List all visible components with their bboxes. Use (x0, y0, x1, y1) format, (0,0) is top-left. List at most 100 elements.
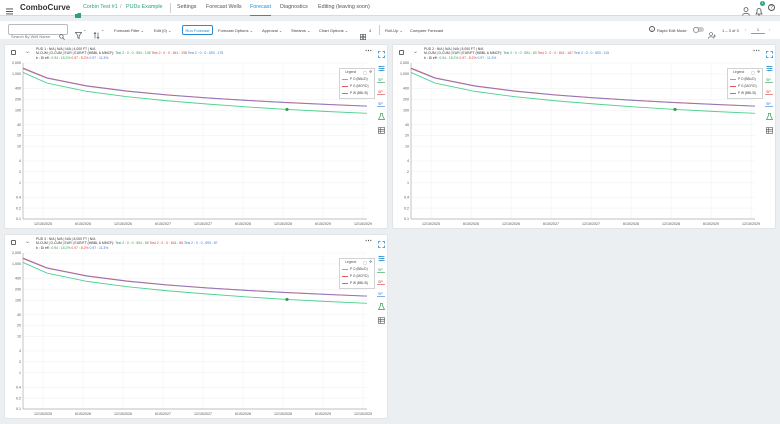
search-input[interactable] (8, 24, 68, 41)
series-line[interactable] (410, 68, 756, 107)
flask-icon[interactable] (377, 303, 385, 312)
water-stream-icon[interactable]: SP (765, 101, 773, 109)
approval-button[interactable]: Approval ⌄ (262, 27, 283, 33)
help-icon[interactable]: ? (768, 3, 775, 11)
legend-item[interactable]: P G (MCF/D) (342, 84, 375, 89)
menu-icon[interactable] (6, 3, 13, 15)
run-forecast-button[interactable]: Run Forecast (182, 24, 213, 35)
legend-item[interactable]: P G (MCF/D) (342, 274, 375, 279)
legend-settings-icon[interactable]: ▢ (363, 260, 367, 265)
flask-icon[interactable] (765, 113, 773, 122)
user-icon[interactable] (742, 3, 750, 21)
tab-editing[interactable]: Editing (leaving soon) (318, 4, 370, 10)
oil-stream-icon[interactable]: SP (377, 267, 385, 275)
series-line[interactable] (22, 258, 368, 297)
chart-legend[interactable]: Legend ▢ ✥ P O (BBL/D) P G (MCF/D) P W (BBL/D… (339, 68, 375, 99)
oil-segment-text: Test 2 : 0 : 0 : 594 : 56 (115, 241, 149, 245)
fullscreen-icon[interactable] (765, 51, 773, 60)
legend-move-icon[interactable]: ✥ (369, 259, 373, 265)
water-stream-icon[interactable]: SP (377, 291, 385, 299)
series-point[interactable] (673, 107, 677, 112)
table-icon[interactable] (765, 127, 773, 136)
oil-segment-text: Test 2 : 0 : 0 : 594 : 83 (503, 51, 537, 55)
series-line[interactable] (22, 262, 368, 304)
manage-users-icon[interactable] (708, 26, 716, 44)
adjust-sliders-icon[interactable] (377, 65, 385, 74)
gas-stream-icon[interactable]: SP (377, 89, 385, 97)
water-stream-icon[interactable]: SP (377, 101, 385, 109)
legend-item[interactable]: P O (BBL/D) (730, 77, 763, 82)
series-point[interactable] (285, 297, 289, 302)
chart-legend[interactable]: Legend ▢ ✥ P O (BBL/D) P G (MCF/D) P W (BBL/D… (339, 258, 375, 289)
compare-forecast-button[interactable]: Compare Forecast (410, 27, 444, 33)
rapid-edit-toggle[interactable] (693, 26, 704, 33)
breadcrumb-project[interactable]: Corbin Test #1 (83, 4, 118, 10)
forecast-options-button[interactable]: Forecast Options ⌄ (218, 27, 253, 33)
more-options-icon[interactable]: ⋯ (753, 48, 760, 55)
tab-diagnostics[interactable]: Diagnostics (280, 4, 308, 10)
collapse-chevron-icon[interactable]: ⌄ (25, 239, 31, 245)
oil-stream-icon[interactable]: SP (765, 77, 773, 85)
collapse-chevron-icon[interactable]: ⌄ (413, 49, 419, 55)
oil-stream-icon[interactable]: SP (377, 77, 385, 85)
more-options-icon[interactable]: ⋯ (365, 48, 372, 55)
adjust-sliders-icon[interactable] (765, 65, 773, 74)
bell-icon[interactable] (755, 3, 763, 21)
chart-options-button[interactable]: Chart Options ⌄ (319, 27, 349, 33)
legend-item[interactable]: P W (BBL/D) (730, 91, 763, 96)
legend-item[interactable]: P O (BBL/D) (342, 77, 375, 82)
table-icon[interactable] (377, 127, 385, 136)
card-select-checkbox[interactable] (11, 240, 16, 245)
gas-stream-icon[interactable]: SP (377, 279, 385, 287)
edit-button[interactable]: Edit (0) ⌄ (154, 27, 172, 33)
grid-count[interactable]: 4 (369, 27, 372, 33)
legend-swatch (730, 86, 736, 87)
app-logo[interactable]: ComboCurve (20, 3, 71, 12)
fullscreen-icon[interactable] (377, 241, 385, 250)
forecast-filter-button[interactable]: Forecast Filter ⌄ (114, 27, 145, 33)
legend-settings-icon[interactable]: ▢ (363, 70, 367, 75)
legend-item[interactable]: P W (BBL/D) (342, 281, 375, 286)
search-input-field[interactable] (11, 32, 59, 41)
series-line[interactable] (22, 68, 368, 107)
page-input[interactable]: 1 (751, 25, 765, 34)
svg-text:SP: SP (378, 292, 383, 296)
tab-forecast-wells[interactable]: Forecast Wells (206, 4, 242, 10)
series-line[interactable] (410, 72, 756, 114)
breadcrumb-scenario[interactable]: PUDs Example (126, 4, 163, 10)
next-page-icon[interactable]: › (769, 27, 771, 32)
legend-settings-icon[interactable]: ▢ (751, 70, 755, 75)
production-chart[interactable]: 2,000 1,000 400 200 100 40 20 10 4 2 1 0.4 0.2 0.1 12/… (393, 60, 761, 230)
legend-item[interactable]: P W (BBL/D) (342, 91, 375, 96)
search-icon[interactable] (59, 27, 65, 45)
fullscreen-icon[interactable] (377, 51, 385, 60)
card-select-checkbox[interactable] (399, 50, 404, 55)
roll-up-button[interactable]: Roll-Up ⌄ (385, 27, 403, 33)
legend-item[interactable]: P G (MCF/D) (730, 84, 763, 89)
more-options-icon[interactable]: ⋯ (365, 238, 372, 245)
sort-icon[interactable] (93, 26, 100, 44)
legend-move-icon[interactable]: ✥ (369, 69, 373, 75)
chart-legend[interactable]: Legend ▢ ✥ P O (BBL/D) P G (MCF/D) P W (BBL/D… (727, 68, 763, 99)
chevron-down-icon[interactable]: ⌄ (83, 27, 87, 32)
series-line[interactable] (22, 72, 368, 114)
production-chart[interactable]: 2,000 1,000 400 200 100 40 20 10 4 2 1 0.4 0.2 0.1 12/… (5, 60, 373, 230)
series-point[interactable] (285, 107, 289, 112)
gas-stream-icon[interactable]: SP (765, 89, 773, 97)
collapse-chevron-icon[interactable]: ⌄ (25, 49, 31, 55)
adjust-sliders-icon[interactable] (377, 255, 385, 264)
flask-icon[interactable] (377, 113, 385, 122)
filter-icon[interactable] (74, 26, 83, 44)
card-select-checkbox[interactable] (11, 50, 16, 55)
prev-page-icon[interactable]: ‹ (745, 27, 747, 32)
forecast-options-label: Forecast Options (218, 27, 249, 33)
legend-move-icon[interactable]: ✥ (757, 69, 761, 75)
chevron-down-icon[interactable]: ⌄ (101, 27, 105, 32)
tab-forecast[interactable]: Forecast (250, 0, 271, 16)
table-icon[interactable] (377, 317, 385, 326)
production-chart[interactable]: 2,000 1,000 400 200 100 40 20 10 4 2 1 0.4 0.2 0.1 12/… (5, 250, 373, 420)
streams-button[interactable]: Streams ⌄ (291, 27, 311, 33)
legend-item[interactable]: P O (BBL/D) (342, 267, 375, 272)
tab-settings[interactable]: Settings (177, 4, 197, 10)
grid-layout-icon[interactable] (360, 27, 367, 45)
